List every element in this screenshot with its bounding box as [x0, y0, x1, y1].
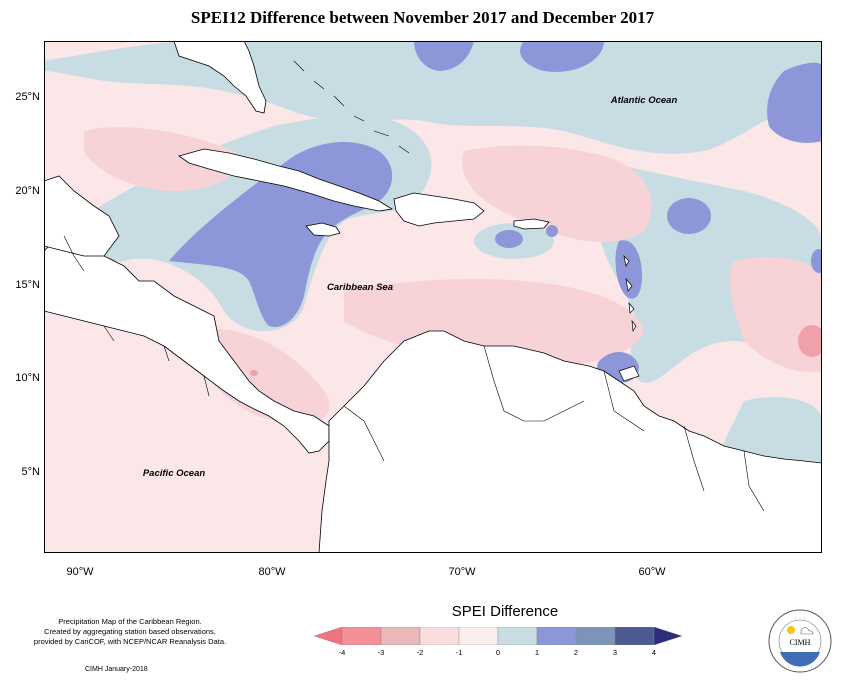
legend-label: 1: [534, 648, 540, 657]
legend-swatch-3: [380, 627, 421, 645]
logo-text: CIMH: [790, 638, 811, 647]
sun-icon: [787, 626, 795, 634]
legend-label: -3: [377, 648, 385, 657]
blue-blob-east: [811, 249, 822, 273]
legend-label: -4: [338, 648, 346, 657]
blue-blob-1: [667, 198, 711, 234]
land-yucatan: [44, 175, 120, 257]
blue-atlantic-north-2: [520, 41, 604, 72]
blue-blob-2: [495, 230, 523, 248]
blue-lesser-antilles: [615, 240, 642, 299]
legend-swatch-1: [314, 627, 343, 645]
legend-label: 3: [612, 648, 618, 657]
blue-blob-3: [546, 225, 558, 237]
land-south-america: [318, 330, 822, 553]
footer-line-2: Created by aggregating station based obs…: [44, 627, 216, 636]
dark-pink-spot-2: [798, 325, 822, 357]
legend-swatch-10: [653, 627, 682, 645]
land-florida: [173, 41, 267, 114]
cimh-logo: CIMH: [768, 609, 832, 673]
y-tick-25n: 25°N: [15, 91, 40, 103]
land-lesser-antilles: [618, 254, 640, 382]
legend-colorbar: [314, 627, 682, 645]
pink-north-west: [84, 127, 240, 191]
footer-line-3: provided by CariCOF, with NCEP/NCAR Rean…: [33, 637, 227, 646]
y-tick-10n: 10°N: [15, 372, 40, 384]
atlantic-ocean-label: Atlantic Ocean: [610, 95, 678, 106]
y-tick-15n: 15°N: [15, 279, 40, 291]
blue-atlantic-east: [767, 62, 822, 143]
legend-label: 2: [573, 648, 579, 657]
blue-atlantic-north-1: [414, 41, 474, 71]
y-tick-20n: 20°N: [15, 185, 40, 197]
legend-label: 0: [495, 648, 501, 657]
legend-swatch-7: [536, 627, 577, 645]
map-plot: Atlantic Ocean Caribbean Sea Pacific Oce…: [44, 41, 822, 553]
pink-north-east: [462, 145, 652, 242]
caribbean-sea-label: Caribbean Sea: [327, 282, 393, 293]
x-tick-60w: 60°W: [638, 566, 666, 578]
legend-swatch-2: [341, 627, 382, 645]
cloud-icon: [800, 627, 814, 635]
land-jamaica: [305, 222, 341, 237]
legend-swatch-8: [575, 627, 616, 645]
light-blue-blob-2: [639, 281, 729, 341]
legend-swatch-6: [497, 627, 538, 645]
land-bahamas: [293, 60, 410, 154]
y-tick-5n: 5°N: [21, 466, 40, 478]
legend-swatch-4: [419, 627, 460, 645]
legend-title: SPEI Difference: [451, 603, 559, 620]
legend-label: -2: [416, 648, 424, 657]
pacific-ocean-label: Pacific Ocean: [143, 468, 206, 479]
footer-description: Precipitation Map of the Caribbean Regio…: [10, 617, 250, 647]
legend-swatch-5: [458, 627, 499, 645]
footer-date: CIMH January-2018: [85, 666, 148, 673]
map-frame: [44, 41, 822, 553]
land-hispaniola: [393, 192, 485, 227]
footer-line-1: Precipitation Map of the Caribbean Regio…: [58, 617, 202, 626]
dark-pink-spot-1: [250, 370, 258, 376]
legend-label: -1: [455, 648, 463, 657]
map-title: SPEI12 Difference between November 2017 …: [190, 8, 655, 27]
land-cuba: [178, 148, 394, 212]
x-tick-80w: 80°W: [258, 566, 286, 578]
country-borders: [63, 235, 765, 512]
land-puerto-rico: [513, 218, 550, 230]
legend-label: 4: [651, 648, 657, 657]
legend-swatch-9: [614, 627, 655, 645]
x-tick-90w: 90°W: [66, 566, 94, 578]
x-tick-70w: 70°W: [448, 566, 476, 578]
